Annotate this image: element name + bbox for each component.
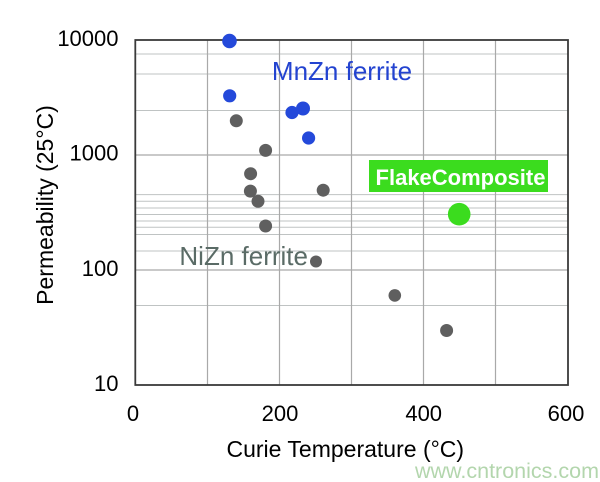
svg-text:400: 400	[405, 401, 442, 426]
svg-text:NiZn ferrite: NiZn ferrite	[179, 241, 308, 271]
svg-text:Curie Temperature (°C): Curie Temperature (°C)	[227, 436, 465, 462]
svg-text:200: 200	[262, 401, 299, 426]
svg-text:10000: 10000	[57, 26, 118, 51]
svg-text:FlakeComposite: FlakeComposite	[376, 165, 546, 190]
svg-text:10: 10	[94, 371, 118, 396]
svg-text:Permeability (25°C): Permeability (25°C)	[32, 105, 58, 305]
svg-text:100: 100	[82, 256, 119, 281]
svg-text:MnZn ferrite: MnZn ferrite	[272, 56, 412, 86]
svg-text:www.cntronics.com: www.cntronics.com	[414, 459, 599, 482]
svg-text:600: 600	[548, 401, 585, 426]
svg-text:1000: 1000	[70, 141, 119, 166]
svg-text:0: 0	[127, 401, 139, 426]
